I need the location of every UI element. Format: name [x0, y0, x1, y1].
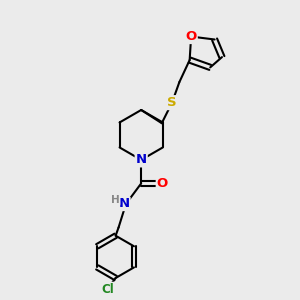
Text: Cl: Cl — [101, 283, 114, 296]
Text: N: N — [119, 197, 130, 211]
Text: O: O — [185, 30, 197, 43]
Text: H: H — [111, 195, 120, 205]
Text: S: S — [167, 96, 177, 109]
Text: O: O — [157, 177, 168, 190]
Text: N: N — [136, 153, 147, 167]
